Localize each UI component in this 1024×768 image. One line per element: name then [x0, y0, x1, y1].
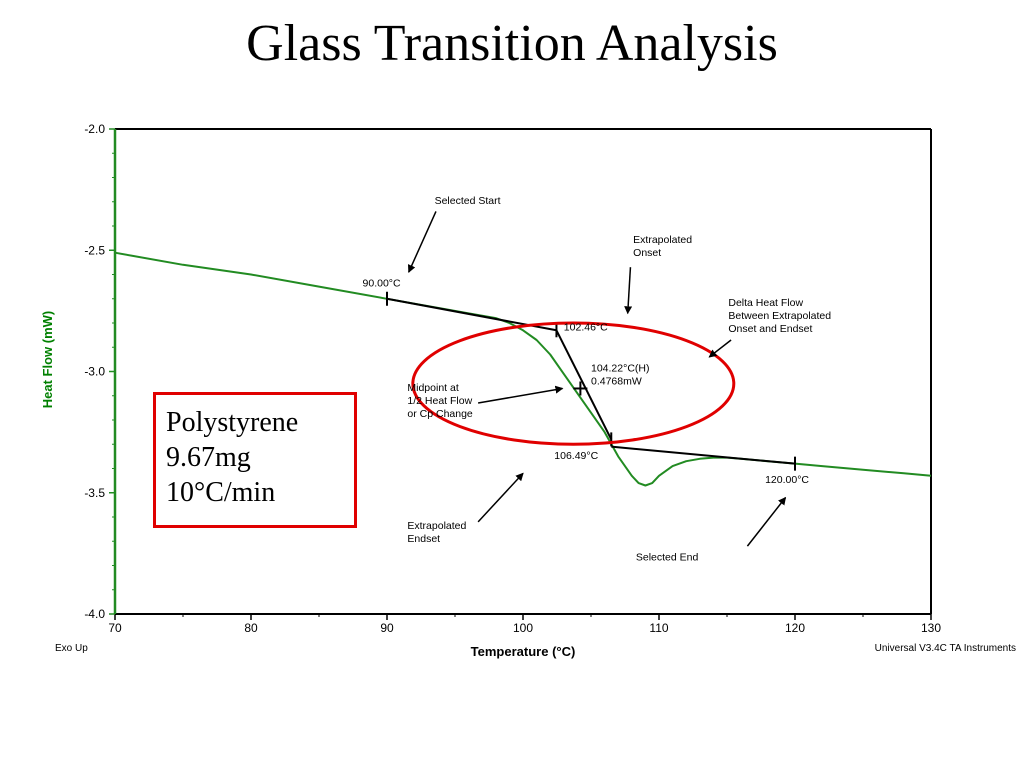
- y-tick-label: -2.0: [84, 122, 105, 136]
- x-tick-label: 130: [921, 621, 941, 635]
- y-tick-label: -4.0: [84, 607, 105, 621]
- sample-info-box: Polystyrene 9.67mg 10°C/min: [153, 392, 357, 528]
- annotation-arrow: [708, 339, 732, 358]
- x-tick-label: 100: [513, 621, 533, 635]
- y-axis-label: Heat Flow (mW): [40, 311, 55, 409]
- annotation-label: Extrapolated Onset: [633, 234, 692, 259]
- annotation-line: Extrapolated: [407, 520, 466, 532]
- annotation-label: 90.00°C: [363, 278, 401, 290]
- annotation-label: 104.22°C(H) 0.4768mW: [591, 363, 649, 388]
- annotation-line: 102.46°C: [564, 321, 608, 333]
- annotation-label: 102.46°C: [564, 321, 608, 333]
- tangent-line: [611, 445, 796, 465]
- annotation-line: Delta Heat Flow: [728, 297, 803, 309]
- slide-title: Glass Transition Analysis: [246, 15, 778, 72]
- annotation-line: 120.00°C: [765, 474, 809, 486]
- annotation-label: Selected End: [636, 552, 699, 564]
- annotation-line: or Cp Change: [407, 408, 473, 420]
- x-tick-label: 90: [380, 621, 394, 635]
- annotation-line: Onset: [633, 247, 661, 259]
- annotation-label: 106.49°C: [554, 450, 598, 462]
- x-tick-label: 70: [108, 621, 122, 635]
- y-tick-label: -2.5: [84, 243, 105, 257]
- y-tick-label: -3.5: [84, 486, 105, 500]
- annotation-arrow: [477, 472, 524, 523]
- annotation-line: 106.49°C: [554, 450, 598, 462]
- annotation-line: Between Extrapolated: [728, 310, 831, 322]
- annotation-line: Endset: [407, 533, 440, 545]
- x-tick-label: 120: [785, 621, 805, 635]
- sample-material: Polystyrene: [166, 407, 299, 438]
- annotation-line: Selected Start: [435, 195, 501, 207]
- annotation-label: Extrapolated Endset: [407, 520, 466, 545]
- annotation-label: Selected Start: [435, 195, 501, 207]
- annotation-line: 90.00°C: [363, 278, 401, 290]
- y-tick-label: -3.0: [84, 365, 105, 379]
- annotation-line: Selected End: [636, 552, 699, 564]
- annotation-line: 104.22°C(H): [591, 363, 649, 375]
- sample-mass: 9.67mg: [166, 442, 251, 473]
- sample-heating-rate: 10°C/min: [166, 477, 276, 508]
- annotation-label: Midpoint at 1/2 Heat Flow or Cp Change: [407, 382, 473, 420]
- footer-instrument: Universal V3.4C TA Instruments: [875, 643, 1016, 654]
- x-axis-label: Temperature (°C): [471, 644, 576, 659]
- annotation-line: Onset and Endset: [728, 323, 812, 335]
- highlight-ellipse: [411, 321, 736, 446]
- annotation-line: Extrapolated: [633, 234, 692, 246]
- annotation-line: 0.4768mW: [591, 376, 642, 388]
- annotation-label: 120.00°C: [765, 474, 809, 486]
- tangent-line: [555, 329, 613, 440]
- x-tick-label: 80: [244, 621, 258, 635]
- annotation-line: 1/2 Heat Flow: [407, 395, 472, 407]
- annotation-line: Midpoint at: [407, 382, 458, 394]
- x-tick-label: 110: [649, 621, 668, 635]
- annotation-arrow: [407, 211, 437, 273]
- annotation-arrow: [624, 267, 633, 315]
- annotation-arrow: [746, 496, 787, 547]
- annotation-arrow: [477, 385, 564, 404]
- annotation-label: Delta Heat Flow Between Extrapolated Onset…: [728, 297, 831, 335]
- footer-exo-up: Exo Up: [55, 643, 88, 654]
